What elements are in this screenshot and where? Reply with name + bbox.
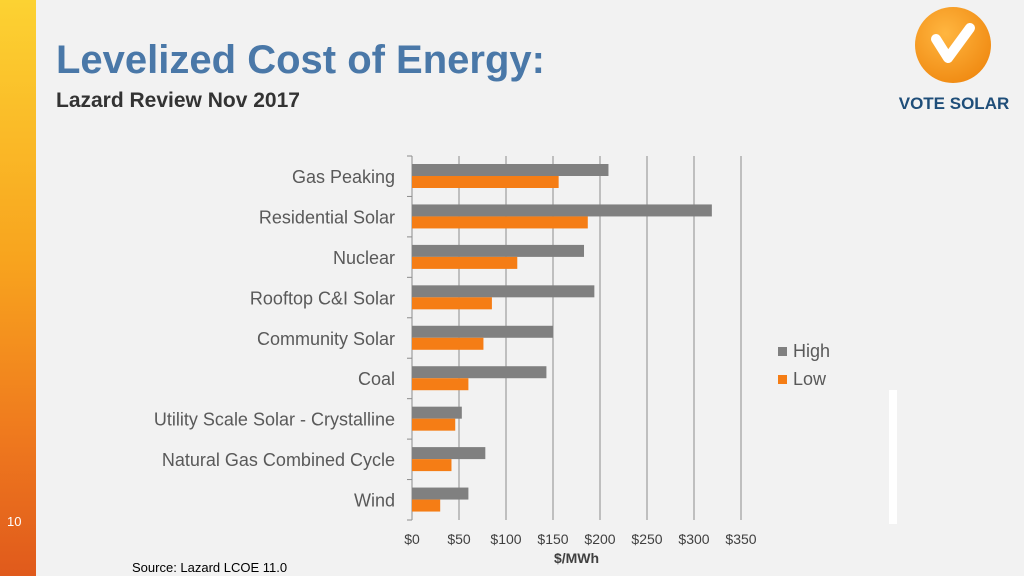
category-label: Nuclear xyxy=(333,248,395,268)
legend-label-low: Low xyxy=(793,368,827,389)
legend-item-low: Low xyxy=(778,365,830,393)
slide-subtitle: Lazard Review Nov 2017 xyxy=(56,89,300,112)
category-label: Wind xyxy=(354,491,395,511)
category-label: Coal xyxy=(358,369,395,389)
bar-low xyxy=(412,256,518,269)
bar-high xyxy=(412,366,547,379)
category-label: Utility Scale Solar - Crystalline xyxy=(154,410,395,430)
category-label: Community Solar xyxy=(257,329,395,349)
bar-high xyxy=(412,487,469,500)
bar-high xyxy=(412,164,609,176)
bar-low xyxy=(412,378,469,391)
category-label: Rooftop C&I Solar xyxy=(250,288,395,308)
bar-low xyxy=(412,176,559,188)
x-tick-label: $350 xyxy=(725,531,756,547)
bar-high xyxy=(412,447,486,460)
x-axis-title: $/MWh xyxy=(554,550,599,566)
legend-item-high: High xyxy=(778,337,830,365)
logo-text: VOTE SOLAR xyxy=(898,94,1010,113)
x-tick-label: $50 xyxy=(447,531,471,547)
source-note: Source: Lazard LCOE 11.0 xyxy=(132,560,288,575)
x-tick-label: $300 xyxy=(678,531,709,547)
slide-number: 10 xyxy=(7,514,22,529)
slide-title: Levelized Cost of Energy: xyxy=(56,38,545,82)
vote-solar-logo: VOTE SOLAR xyxy=(892,4,1016,116)
category-label: Residential Solar xyxy=(259,207,395,227)
bar-low xyxy=(412,459,452,472)
bar-high xyxy=(412,406,462,419)
bar-high xyxy=(412,204,712,217)
bar-low xyxy=(412,297,492,310)
bar-high xyxy=(412,244,585,257)
chart-legend: High Low xyxy=(778,337,830,393)
bar-high xyxy=(412,285,595,298)
bar-low xyxy=(412,499,441,512)
x-tick-label: $0 xyxy=(404,531,420,547)
category-label: Gas Peaking xyxy=(292,167,395,187)
x-tick-label: $250 xyxy=(631,531,662,547)
side-accent-bar xyxy=(0,0,36,576)
white-strip xyxy=(889,390,897,524)
legend-swatch-high xyxy=(778,346,787,356)
x-tick-label: $150 xyxy=(537,531,568,547)
bar-high xyxy=(412,325,553,338)
bar-low xyxy=(412,418,456,431)
x-tick-label: $200 xyxy=(584,531,615,547)
bar-low xyxy=(412,216,588,229)
x-tick-label: $100 xyxy=(490,531,521,547)
legend-swatch-low xyxy=(778,374,787,384)
checkmark-icon xyxy=(915,7,991,83)
legend-label-high: High xyxy=(793,340,831,361)
category-label: Natural Gas Combined Cycle xyxy=(162,450,395,470)
bar-low xyxy=(412,337,484,350)
